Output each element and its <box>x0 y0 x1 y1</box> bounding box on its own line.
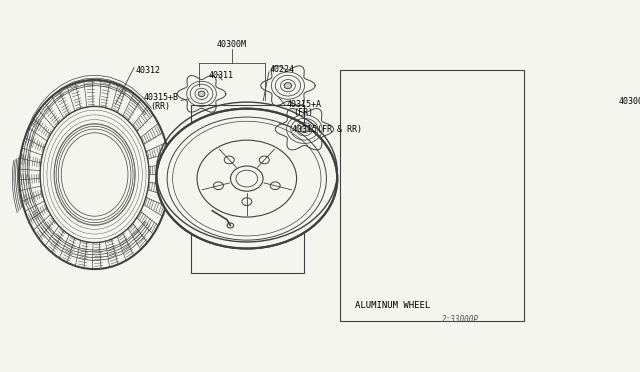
Ellipse shape <box>300 126 308 132</box>
Text: 40315+A: 40315+A <box>286 100 321 109</box>
Text: 40315+B: 40315+B <box>144 93 179 102</box>
Text: 40224: 40224 <box>270 65 295 74</box>
Ellipse shape <box>628 219 639 231</box>
Text: (RR): (RR) <box>150 102 170 111</box>
Ellipse shape <box>616 177 640 213</box>
Text: 40300M: 40300M <box>618 97 640 106</box>
Text: ALUMINUM WHEEL: ALUMINUM WHEEL <box>355 301 430 310</box>
Text: 2:33000P: 2:33000P <box>442 315 479 324</box>
Ellipse shape <box>156 109 337 248</box>
Bar <box>340 70 524 321</box>
Ellipse shape <box>628 159 639 170</box>
Text: 40311: 40311 <box>208 71 233 80</box>
Ellipse shape <box>198 91 205 97</box>
Ellipse shape <box>602 205 613 216</box>
Ellipse shape <box>284 83 292 89</box>
Text: 40312: 40312 <box>136 65 161 74</box>
Text: 40300M: 40300M <box>217 40 247 49</box>
Ellipse shape <box>602 174 613 186</box>
Text: (FR): (FR) <box>293 108 313 117</box>
Text: 40315(FR & RR): 40315(FR & RR) <box>292 125 362 134</box>
